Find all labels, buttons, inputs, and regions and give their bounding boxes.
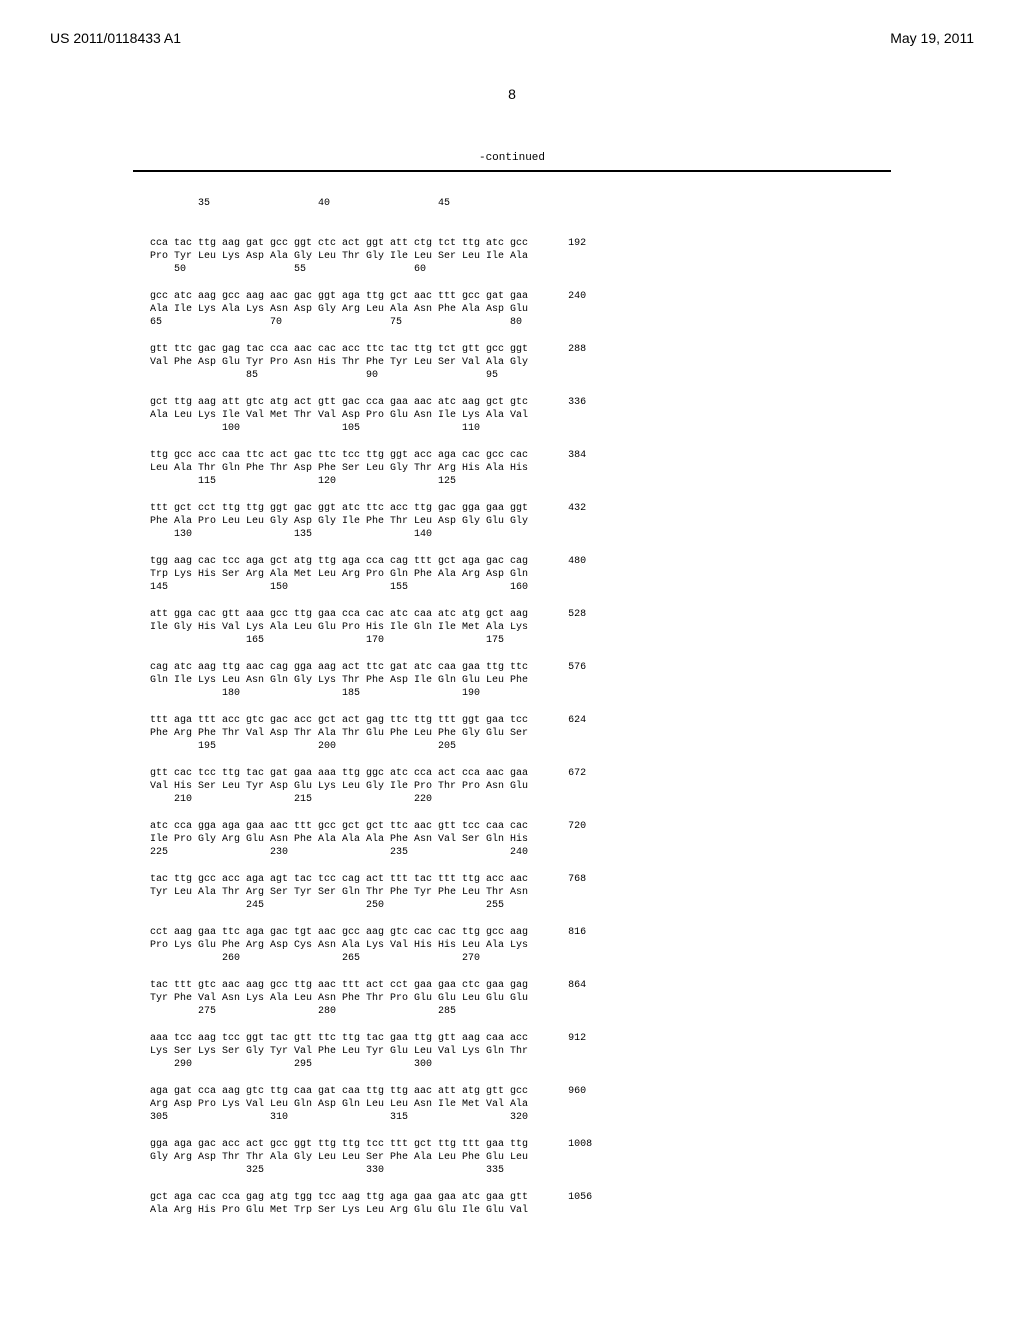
- sequence-block: aga gat cca aag gtc ttg caa gat caa ttg …: [150, 1085, 974, 1124]
- amino-acid-line: Val Phe Asp Glu Tyr Pro Asn His Thr Phe …: [150, 356, 974, 369]
- nucleotide-line: cca tac ttg aag gat gcc ggt ctc act ggt …: [150, 237, 974, 250]
- sequence-block: gtt ttc gac gag tac cca aac cac acc ttc …: [150, 343, 974, 382]
- position-line: 325 330 335: [150, 1164, 974, 1177]
- page-header: US 2011/0118433 A1 May 19, 2011: [50, 30, 974, 46]
- position-line: 165 170 175: [150, 634, 974, 647]
- position-line: 50 55 60: [150, 263, 974, 276]
- position-line: 100 105 110: [150, 422, 974, 435]
- amino-acid-line: Pro Lys Glu Phe Arg Asp Cys Asn Ala Lys …: [150, 939, 974, 952]
- nucleotide-line: cct aag gaa ttc aga gac tgt aac gcc aag …: [150, 926, 974, 939]
- nucleotide-line: tac ttg gcc acc aga agt tac tcc cag act …: [150, 873, 974, 886]
- position-line: 145 150 155 160: [150, 581, 974, 594]
- amino-acid-line: Trp Lys His Ser Arg Ala Met Leu Arg Pro …: [150, 568, 974, 581]
- nucleotide-line: ttt gct cct ttg ttg ggt gac ggt atc ttc …: [150, 502, 974, 515]
- nucleotide-line: gct ttg aag att gtc atg act gtt gac cca …: [150, 396, 974, 409]
- sequence-block: ttg gcc acc caa ttc act gac ttc tcc ttg …: [150, 449, 974, 488]
- position-line: 275 280 285: [150, 1005, 974, 1018]
- amino-acid-line: Lys Ser Lys Ser Gly Tyr Val Phe Leu Tyr …: [150, 1045, 974, 1058]
- publication-date: May 19, 2011: [890, 30, 974, 46]
- sequence-block: ttt gct cct ttg ttg ggt gac ggt atc ttc …: [150, 502, 974, 541]
- nucleotide-line: gcc atc aag gcc aag aac gac ggt aga ttg …: [150, 290, 974, 303]
- amino-acid-line: Tyr Leu Ala Thr Arg Ser Tyr Ser Gln Thr …: [150, 886, 974, 899]
- amino-acid-line: Leu Ala Thr Gln Phe Thr Asp Phe Ser Leu …: [150, 462, 974, 475]
- nucleotide-line: ttg gcc acc caa ttc act gac ttc tcc ttg …: [150, 449, 974, 462]
- position-line: 180 185 190: [150, 687, 974, 700]
- top-marker-row: 35 40 45: [150, 197, 974, 210]
- nucleotide-line: gtt ttc gac gag tac cca aac cac acc ttc …: [150, 343, 974, 356]
- position-line: 260 265 270: [150, 952, 974, 965]
- nucleotide-line: ttt aga ttt acc gtc gac acc gct act gag …: [150, 714, 974, 727]
- sequence-block: att gga cac gtt aaa gcc ttg gaa cca cac …: [150, 608, 974, 647]
- amino-acid-line: Val His Ser Leu Tyr Asp Glu Lys Leu Gly …: [150, 780, 974, 793]
- sequence-block: gct ttg aag att gtc atg act gtt gac cca …: [150, 396, 974, 435]
- sequence-block: cct aag gaa ttc aga gac tgt aac gcc aag …: [150, 926, 974, 965]
- nucleotide-line: gga aga gac acc act gcc ggt ttg ttg tcc …: [150, 1138, 974, 1151]
- nucleotide-line: aga gat cca aag gtc ttg caa gat caa ttg …: [150, 1085, 974, 1098]
- position-line: 245 250 255: [150, 899, 974, 912]
- amino-acid-line: Ala Ile Lys Ala Lys Asn Asp Gly Arg Leu …: [150, 303, 974, 316]
- nucleotide-line: aaa tcc aag tcc ggt tac gtt ttc ttg tac …: [150, 1032, 974, 1045]
- amino-acid-line: Phe Ala Pro Leu Leu Gly Asp Gly Ile Phe …: [150, 515, 974, 528]
- divider-top: [133, 170, 891, 172]
- amino-acid-line: Ile Pro Gly Arg Glu Asn Phe Ala Ala Ala …: [150, 833, 974, 846]
- amino-acid-line: Ala Leu Lys Ile Val Met Thr Val Asp Pro …: [150, 409, 974, 422]
- amino-acid-line: Gly Arg Asp Thr Thr Ala Gly Leu Leu Ser …: [150, 1151, 974, 1164]
- position-line: 210 215 220: [150, 793, 974, 806]
- publication-number: US 2011/0118433 A1: [50, 30, 181, 46]
- sequence-block: atc cca gga aga gaa aac ttt gcc gct gct …: [150, 820, 974, 859]
- amino-acid-line: Tyr Phe Val Asn Lys Ala Leu Asn Phe Thr …: [150, 992, 974, 1005]
- sequence-block: aaa tcc aag tcc ggt tac gtt ttc ttg tac …: [150, 1032, 974, 1071]
- position-line: 65 70 75 80: [150, 316, 974, 329]
- nucleotide-line: tac ttt gtc aac aag gcc ttg aac ttt act …: [150, 979, 974, 992]
- nucleotide-line: tgg aag cac tcc aga gct atg ttg aga cca …: [150, 555, 974, 568]
- amino-acid-line: Pro Tyr Leu Lys Asp Ala Gly Leu Thr Gly …: [150, 250, 974, 263]
- sequence-block: tgg aag cac tcc aga gct atg ttg aga cca …: [150, 555, 974, 594]
- sequence-block: ttt aga ttt acc gtc gac acc gct act gag …: [150, 714, 974, 753]
- position-line: 115 120 125: [150, 475, 974, 488]
- continued-label: -continued: [50, 152, 974, 164]
- sequence-block: gtt cac tcc ttg tac gat gaa aaa ttg ggc …: [150, 767, 974, 806]
- sequence-block: cca tac ttg aag gat gcc ggt ctc act ggt …: [150, 237, 974, 276]
- amino-acid-line: Ile Gly His Val Lys Ala Leu Glu Pro His …: [150, 621, 974, 634]
- position-line: 290 295 300: [150, 1058, 974, 1071]
- amino-acid-line: Arg Asp Pro Lys Val Leu Gln Asp Gln Leu …: [150, 1098, 974, 1111]
- position-line: 225 230 235 240: [150, 846, 974, 859]
- sequence-listing: 35 40 45 cca tac ttg aag gat gcc ggt ctc…: [50, 184, 974, 1244]
- position-line: 85 90 95: [150, 369, 974, 382]
- sequence-block: gga aga gac acc act gcc ggt ttg ttg tcc …: [150, 1138, 974, 1177]
- position-line: 305 310 315 320: [150, 1111, 974, 1124]
- sequence-block: gct aga cac cca gag atg tgg tcc aag ttg …: [150, 1191, 974, 1217]
- nucleotide-line: att gga cac gtt aaa gcc ttg gaa cca cac …: [150, 608, 974, 621]
- sequence-block: tac ttt gtc aac aag gcc ttg aac ttt act …: [150, 979, 974, 1018]
- nucleotide-line: gtt cac tcc ttg tac gat gaa aaa ttg ggc …: [150, 767, 974, 780]
- amino-acid-line: Phe Arg Phe Thr Val Asp Thr Ala Thr Glu …: [150, 727, 974, 740]
- nucleotide-line: atc cca gga aga gaa aac ttt gcc gct gct …: [150, 820, 974, 833]
- amino-acid-line: Ala Arg His Pro Glu Met Trp Ser Lys Leu …: [150, 1204, 974, 1217]
- sequence-block: tac ttg gcc acc aga agt tac tcc cag act …: [150, 873, 974, 912]
- position-line: 130 135 140: [150, 528, 974, 541]
- nucleotide-line: gct aga cac cca gag atg tgg tcc aag ttg …: [150, 1191, 974, 1204]
- nucleotide-line: cag atc aag ttg aac cag gga aag act ttc …: [150, 661, 974, 674]
- position-line: 195 200 205: [150, 740, 974, 753]
- sequence-block: cag atc aag ttg aac cag gga aag act ttc …: [150, 661, 974, 700]
- sequence-block: gcc atc aag gcc aag aac gac ggt aga ttg …: [150, 290, 974, 329]
- amino-acid-line: Gln Ile Lys Leu Asn Gln Gly Lys Thr Phe …: [150, 674, 974, 687]
- page-number: 8: [50, 86, 974, 102]
